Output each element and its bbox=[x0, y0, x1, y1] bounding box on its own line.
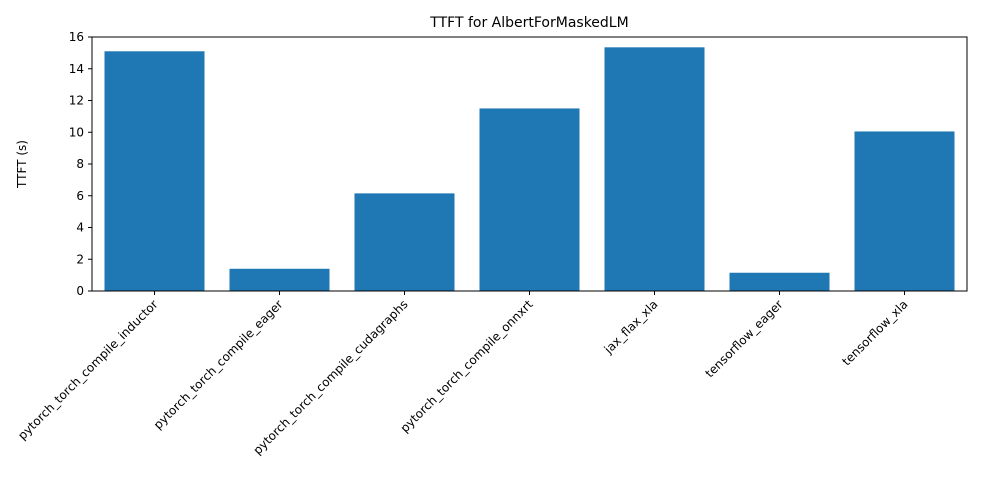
y-tick-label: 2 bbox=[76, 252, 84, 266]
bars-group bbox=[104, 47, 955, 291]
y-tick-label: 10 bbox=[69, 125, 84, 139]
plot-frame bbox=[91, 36, 968, 292]
bar-pytorch_torch_compile_onnxrt bbox=[479, 108, 580, 291]
x-tick-label: tensorflow_eager bbox=[702, 297, 785, 380]
y-tick-label: 6 bbox=[76, 189, 84, 203]
bar-tensorflow_eager bbox=[729, 272, 830, 291]
x-tick-label: pytorch_torch_compile_cudagraphs bbox=[251, 297, 411, 457]
y-axis: 0 2 4 6 8 10 12 14 16 bbox=[69, 30, 92, 298]
x-tick-label: pytorch_torch_compile_eager bbox=[151, 297, 286, 432]
x-tick-label: pytorch_torch_compile_inductor bbox=[15, 297, 160, 442]
x-tick-label: pytorch_torch_compile_onnxrt bbox=[398, 297, 536, 435]
y-tick-label: 16 bbox=[69, 30, 84, 44]
y-tick-label: 14 bbox=[69, 62, 84, 76]
x-axis: pytorch_torch_compile_inductorpytorch_to… bbox=[15, 291, 911, 457]
y-axis-label: TTFT (s) bbox=[15, 140, 29, 189]
bar-tensorflow_xla bbox=[854, 131, 955, 291]
bar-pytorch_torch_compile_inductor bbox=[104, 51, 205, 291]
bar-pytorch_torch_compile_cudagraphs bbox=[354, 193, 455, 291]
y-tick-label: 12 bbox=[69, 94, 84, 108]
y-tick-label: 8 bbox=[76, 157, 84, 171]
y-tick-label: 4 bbox=[76, 221, 84, 235]
chart-title: TTFT for AlbertForMaskedLM bbox=[429, 15, 628, 31]
bar-jax_flax_xla bbox=[604, 47, 705, 291]
x-tick-label: tensorflow_xla bbox=[839, 297, 910, 368]
y-tick-label: 0 bbox=[76, 284, 84, 298]
x-tick-label: jax_flax_xla bbox=[601, 297, 661, 357]
bar-pytorch_torch_compile_eager bbox=[229, 268, 330, 291]
